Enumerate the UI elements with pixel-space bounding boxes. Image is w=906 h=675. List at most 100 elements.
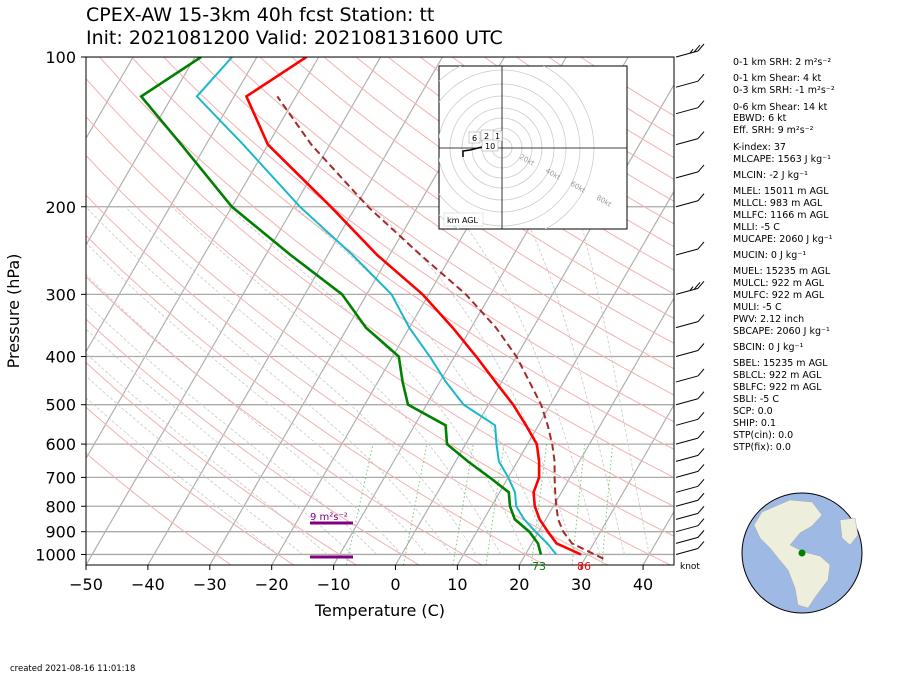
wind-barb-staff <box>675 200 699 208</box>
index-line: SBLCL: 922 m AGL <box>733 370 822 382</box>
index-line: MUCIN: 0 J kg⁻¹ <box>733 250 807 261</box>
dry-adiabat <box>86 154 671 565</box>
wind-barb-flag <box>697 131 705 139</box>
index-line: MULCL: 922 m AGL <box>733 278 825 290</box>
moist-adiabat <box>519 206 625 555</box>
wind-barb-flag <box>693 282 701 290</box>
wind-barb-staff <box>675 80 699 88</box>
wind-barb-staff <box>675 454 699 462</box>
wind-barb-flag <box>693 44 701 53</box>
moist-adiabat <box>86 375 303 555</box>
y-tick-label: 800 <box>45 497 76 516</box>
dry-adiabat <box>86 361 357 565</box>
hodo-height-label-1: 1 <box>495 132 500 141</box>
dry-adiabat <box>131 57 674 450</box>
index-line: 0-1 km SRH: 2 m²s⁻² <box>733 57 832 68</box>
wind-barb-flag <box>697 343 705 351</box>
wind-barb-half <box>689 286 694 291</box>
wind-barb-staff <box>675 499 699 507</box>
wind-barb-flag <box>697 430 705 439</box>
wind-barb-flag <box>697 281 705 289</box>
isotherm-line <box>86 57 196 247</box>
dry-adiabat <box>323 57 674 295</box>
wind-barb-staff <box>675 470 699 478</box>
mixing-ratio-line <box>485 444 505 565</box>
wind-barb-flag <box>697 100 705 109</box>
wind-barb-staff <box>675 350 699 357</box>
wind-barb-staff <box>675 321 699 329</box>
index-line: MULI: -5 C <box>733 302 782 313</box>
wind-barb-flag <box>697 164 705 173</box>
index-line: STP(fix): 0.0 <box>733 441 791 453</box>
dry-adiabat <box>86 276 483 565</box>
moist-adiabat <box>86 274 402 555</box>
globe-map <box>741 492 863 614</box>
x-tick-label: 0 <box>390 575 400 594</box>
index-line: 0-1 km Shear: 4 kt <box>733 73 822 85</box>
moist-adiabat <box>86 242 427 555</box>
y-tick-label: 1000 <box>35 545 76 564</box>
wind-barb-staff <box>675 107 699 115</box>
wind-barb-staff <box>675 525 699 533</box>
wind-barb-flag <box>697 411 705 420</box>
isotherm-line <box>86 57 320 460</box>
wind-barb-staff <box>675 375 699 383</box>
parcel_path-line <box>276 95 604 560</box>
mixing-ratio-line <box>530 444 548 565</box>
surface-temperature-label: 86 <box>577 560 591 573</box>
dry-adiabat <box>86 318 420 565</box>
wind-barb-flag <box>697 73 705 82</box>
wind-barb-flag <box>697 541 705 549</box>
dry-adiabat <box>163 57 674 423</box>
wind-barb-staff <box>675 171 699 179</box>
wind-barb-flag <box>697 193 705 202</box>
wind-barb-staff <box>675 485 699 493</box>
plot-frame <box>85 56 675 566</box>
hodograph-inset: 20kt 40kt 60kt 80kt 6 2 1 10 km AGL <box>438 65 628 230</box>
moist-adiabat <box>450 206 601 555</box>
srh-label: 9 m²s⁻² <box>310 512 348 523</box>
index-line: MUCAPE: 2060 J kg⁻¹ <box>733 233 833 245</box>
index-line: MLLFC: 1166 m AGL <box>733 209 829 221</box>
wind-barb-flag <box>697 464 705 472</box>
dry-adiabat <box>227 57 674 370</box>
chart-axes: −50 −40 −30 −20 −10 0 10 20 30 40 100 200 300 400 500 6… <box>35 48 653 594</box>
isotherm-line <box>86 57 382 565</box>
x-tick-label: −50 <box>69 575 103 594</box>
x-axis-label: Temperature (C) <box>314 601 445 620</box>
y-tick-label: 100 <box>45 48 76 67</box>
parcel_dewpoint-line <box>195 57 558 556</box>
profile-curves <box>139 57 604 560</box>
index-line: SBLFC: 922 m AGL <box>733 382 822 394</box>
wind-barb-staff <box>675 138 699 146</box>
wind-barbs <box>675 43 705 555</box>
dry-adiabat <box>99 57 674 479</box>
wind-barb-flag <box>697 530 705 538</box>
index-line: MLCAPE: 1563 J kg⁻¹ <box>733 153 831 165</box>
wind-barb-flag <box>697 478 705 487</box>
x-tick-label: 30 <box>571 575 591 594</box>
y-axis-label: Pressure (hPa) <box>4 254 23 369</box>
isotherm-line <box>394 83 674 565</box>
wind-barb-staff <box>675 437 699 445</box>
moist-adiabat <box>86 206 452 555</box>
x-tick-label: −30 <box>193 575 227 594</box>
wind-barb-staff <box>675 398 699 406</box>
index-line: Eff. SRH: 9 m²s⁻² <box>733 125 814 137</box>
isotherm-line <box>456 190 674 565</box>
index-line: 0-3 km SRH: -1 m²s⁻² <box>733 85 835 97</box>
moist-adiabat <box>227 206 526 555</box>
index-line: SBEL: 15235 m AGL <box>733 358 828 370</box>
isotherm-line <box>86 57 258 353</box>
index-line: MLCIN: -2 J kg⁻¹ <box>733 169 808 181</box>
wind-barb-flag <box>697 492 705 501</box>
dry-adiabat <box>86 452 232 565</box>
dry-adiabat <box>86 77 674 508</box>
dewpoint-line <box>139 57 543 555</box>
wind-barb-staff <box>675 512 699 520</box>
index-line: MLLCL: 983 m AGL <box>733 198 823 209</box>
y-tick-label: 200 <box>45 198 76 217</box>
wind-barb-staff <box>675 418 699 426</box>
mixing-ratio-line <box>452 444 474 565</box>
